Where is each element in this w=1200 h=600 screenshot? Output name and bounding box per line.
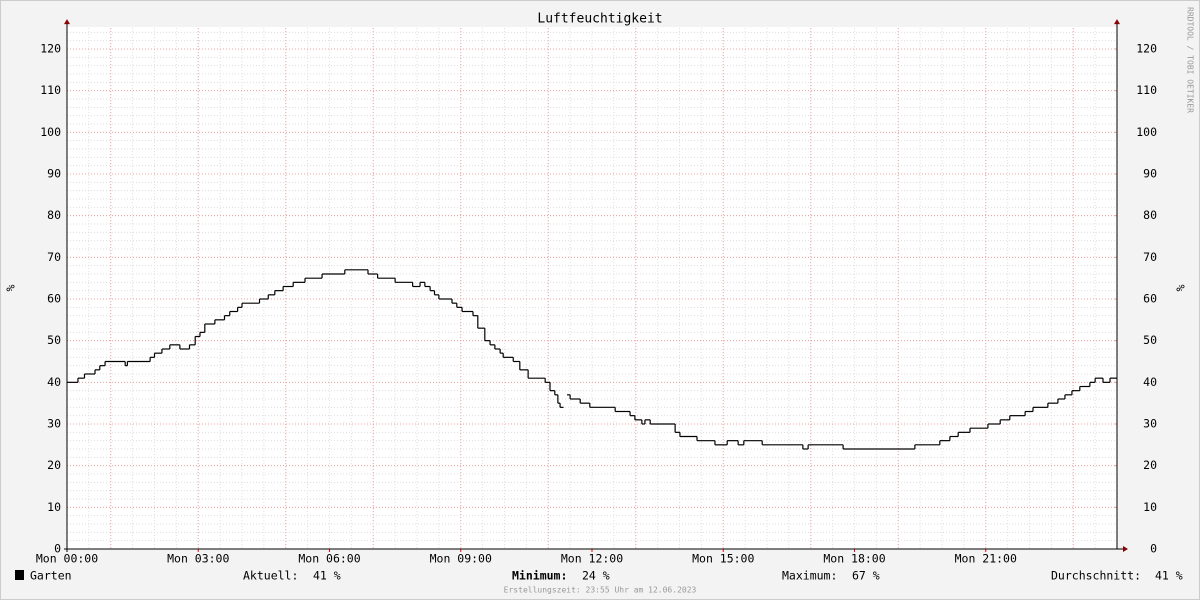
y2-tick-label: 20	[1143, 458, 1157, 472]
x-tick-label: Mon 18:00	[823, 552, 885, 566]
y2-tick-label: 40	[1143, 375, 1157, 389]
stat-label: Aktuell:	[243, 569, 298, 583]
x-tick-label: Mon 21:00	[955, 552, 1017, 566]
stat-value: 41 %	[313, 569, 341, 583]
x-tick-label: Mon 12:00	[561, 552, 623, 566]
y-axis-label: %	[4, 285, 18, 292]
x-tick-label: Mon 00:00	[36, 552, 98, 566]
stat-label: Minimum:	[512, 569, 567, 583]
y-tick-label: 30	[47, 417, 61, 431]
y-tick-label: 80	[47, 208, 61, 222]
axis-arrow	[1123, 546, 1128, 552]
side-note: RRDTOOL / TOBI OETIKER	[1186, 7, 1195, 113]
stat-value: 41 %	[1155, 569, 1183, 583]
y-tick-label: 100	[40, 125, 61, 139]
marks	[67, 269, 1117, 450]
x-tick-label: Mon 15:00	[692, 552, 754, 566]
y2-tick-label: 60	[1143, 292, 1157, 306]
x-tick-label: Mon 03:00	[167, 552, 229, 566]
axis-arrow	[64, 19, 70, 25]
y2-tick-label: 10	[1143, 500, 1157, 514]
y2-tick-label: 80	[1143, 208, 1157, 222]
y-tick-label: 40	[47, 375, 61, 389]
y-tick-label: 120	[40, 42, 61, 56]
legend-label: Garten	[30, 569, 72, 583]
y2-tick-label: 70	[1143, 250, 1157, 264]
chart-title: Luftfeuchtigkeit	[537, 12, 662, 27]
y-tick-label: 50	[47, 333, 61, 347]
y2-tick-label: 120	[1136, 42, 1157, 56]
footer: Erstellungszeit: 23:55 Uhr am 12.06.2023	[504, 586, 697, 595]
y2-tick-label: 100	[1136, 125, 1157, 139]
x-tick-label: Mon 06:00	[298, 552, 360, 566]
y2-axis-label: %	[1174, 285, 1188, 292]
y-tick-label: 70	[47, 250, 61, 264]
y2-tick-label: 110	[1136, 83, 1157, 97]
grid	[67, 28, 1117, 550]
y2-tick-label: 30	[1143, 417, 1157, 431]
x-tick-label: Mon 09:00	[430, 552, 492, 566]
y-tick-label: 0	[54, 542, 61, 556]
y-tick-label: 10	[47, 500, 61, 514]
y-tick-label: 20	[47, 458, 61, 472]
y-tick-label: 110	[40, 83, 61, 97]
stat-value: 67 %	[852, 569, 880, 583]
y2-tick-label: 90	[1143, 167, 1157, 181]
y2-tick-label: 0	[1150, 542, 1157, 556]
y-tick-label: 60	[47, 292, 61, 306]
stat-label: Durchschnitt:	[1051, 569, 1141, 583]
y-tick-label: 90	[47, 167, 61, 181]
legend-swatch	[15, 570, 24, 580]
stat-value: 24 %	[582, 569, 610, 583]
plot-area	[67, 27, 1117, 549]
ticks: 0 10 20 30 40 50 60 70 80 90 100 110 120 0 10 20 30 40 50 6…	[36, 19, 1157, 566]
axis-arrow	[1114, 19, 1120, 25]
y2-tick-label: 50	[1143, 333, 1157, 347]
stat-label: Maximum:	[782, 569, 837, 583]
